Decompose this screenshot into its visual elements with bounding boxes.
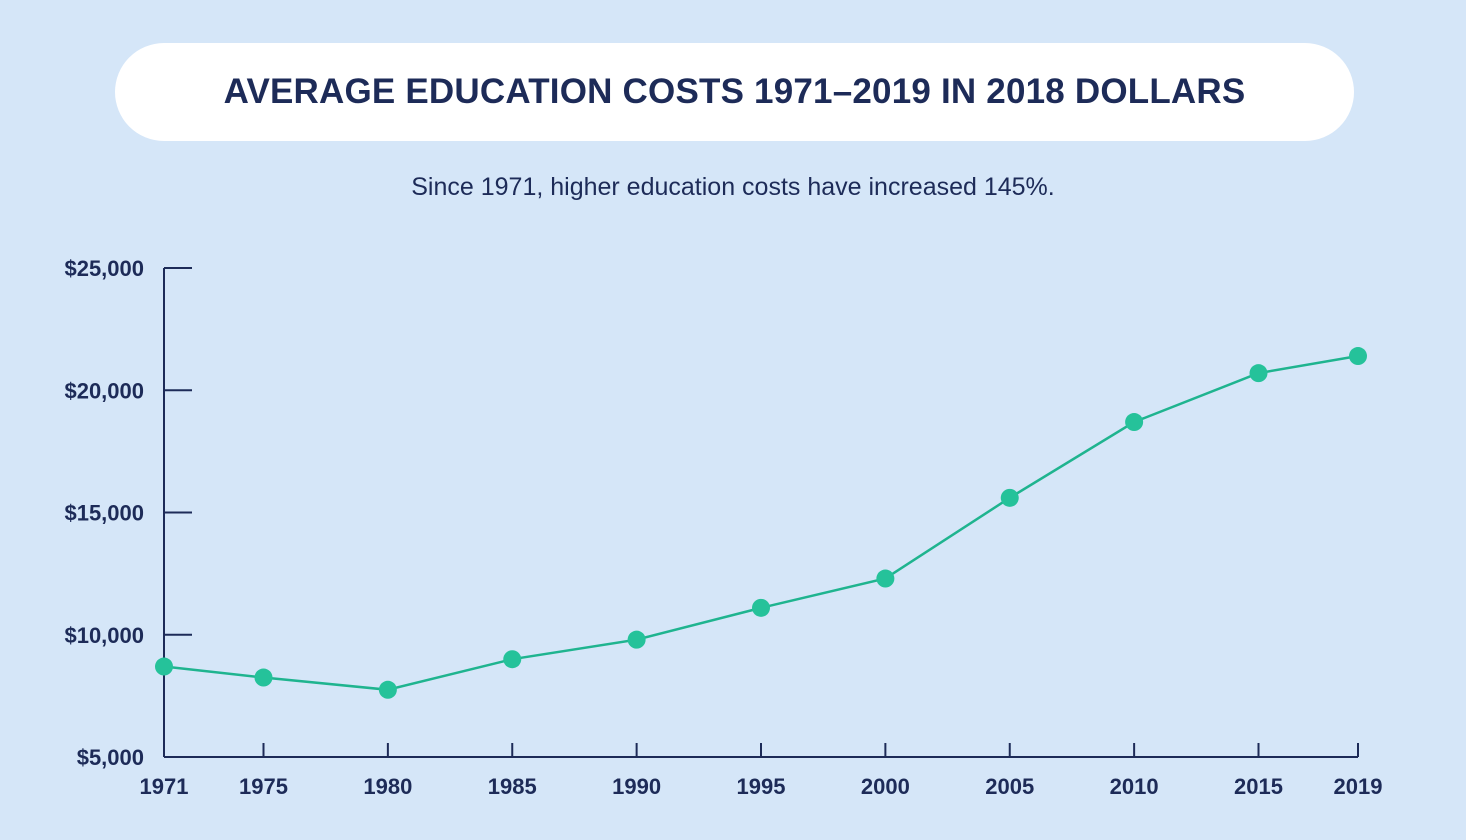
ticks: $25,000 $20,000 $15,000 $10,000 $5,000 1971 19…	[64, 256, 1382, 799]
y-tick-label: $5,000	[77, 745, 144, 770]
data-point	[1249, 364, 1268, 383]
title-banner: AVERAGE EDUCATION COSTS 1971–2019 IN 201…	[115, 43, 1354, 141]
y-tick-label: $25,000	[64, 256, 144, 281]
x-tick-label: 2010	[1110, 774, 1159, 799]
chart-title: AVERAGE EDUCATION COSTS 1971–2019 IN 201…	[223, 72, 1246, 111]
y-tick-label: $10,000	[64, 623, 144, 648]
data-point	[503, 650, 522, 669]
data-point	[627, 630, 646, 649]
x-tick-label: 2005	[985, 774, 1034, 799]
data-point	[254, 668, 273, 687]
x-tick-label: 1971	[140, 774, 189, 799]
data-point	[752, 598, 770, 617]
series-line	[163, 354, 1359, 692]
x-tick-label: 1980	[363, 774, 412, 799]
chart-subtitle: Since 1971, higher education costs have …	[411, 173, 1055, 201]
x-tick-label: 1975	[239, 774, 288, 799]
data-point	[876, 569, 895, 588]
data-point	[155, 657, 173, 676]
data-point	[1125, 413, 1144, 432]
data-point	[378, 680, 397, 699]
x-tick-label: 2019	[1334, 774, 1383, 799]
x-tick-label: 1990	[612, 774, 661, 799]
series	[155, 347, 1367, 699]
x-tick-label: 1995	[737, 774, 786, 799]
x-tick-label: 2000	[861, 774, 910, 799]
axes	[163, 268, 1358, 758]
data-point	[1000, 488, 1019, 507]
data-point	[1349, 347, 1367, 366]
x-tick-label: 1985	[488, 774, 537, 799]
y-tick-label: $20,000	[64, 378, 144, 403]
y-tick-label: $15,000	[64, 501, 144, 526]
x-tick-label: 2015	[1234, 774, 1283, 799]
